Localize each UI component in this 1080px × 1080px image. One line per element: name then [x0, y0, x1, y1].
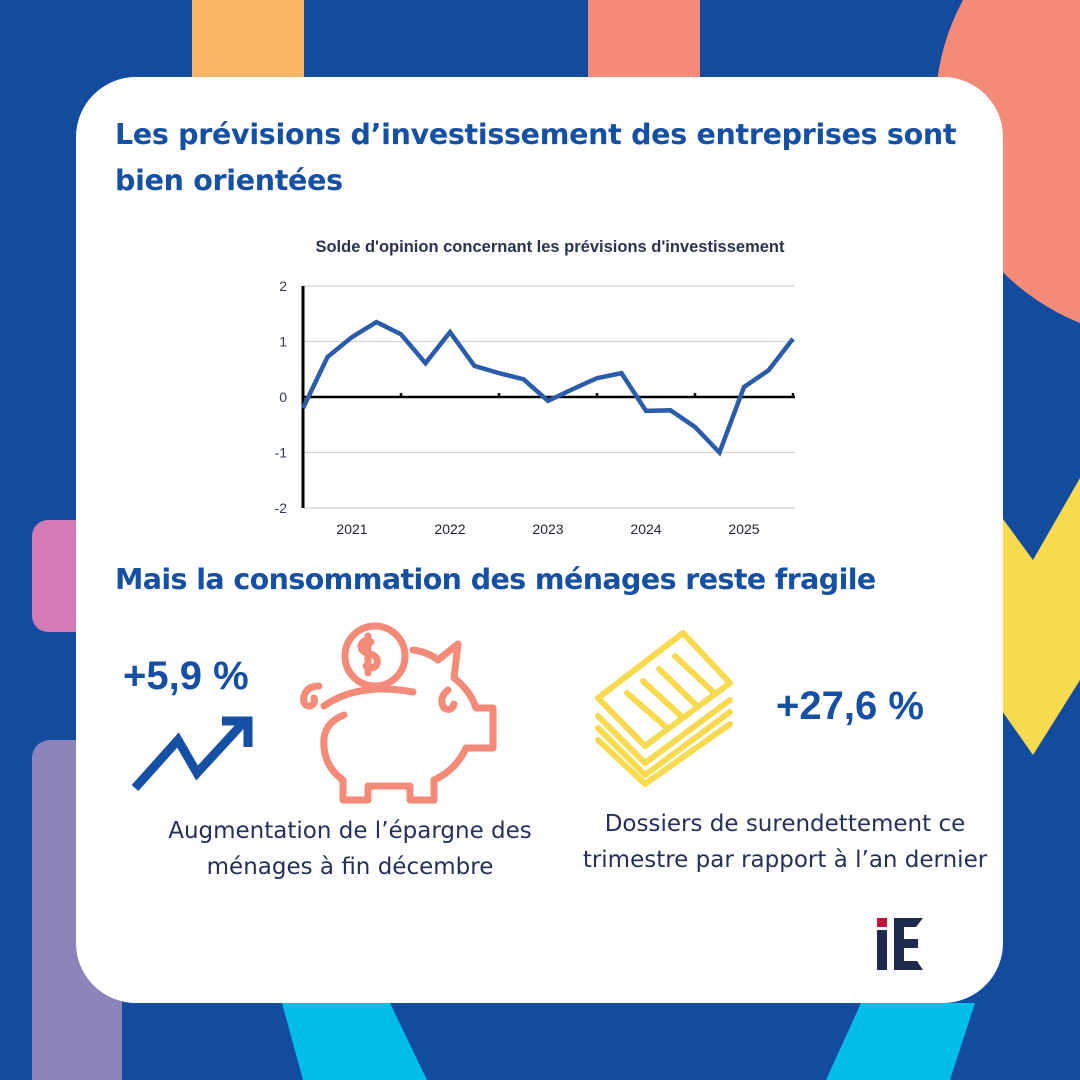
y-axis-labels: 2 1 0 -1 -2	[275, 278, 288, 516]
chart-grid	[303, 285, 795, 509]
ie-logo: iE	[874, 916, 926, 972]
document-stack-icon	[595, 630, 733, 787]
debt-stat-description: Dossiers de surendettement ce trimestre …	[582, 811, 988, 873]
content-card	[76, 77, 1003, 1003]
section-title: Mais la consommation des ménages reste f…	[115, 563, 876, 596]
y-tick-label: -2	[275, 500, 288, 516]
x-tick-label: 2025	[728, 521, 759, 537]
logo-text: iE	[874, 916, 875, 917]
chart-axes	[301, 286, 795, 508]
chart-title: Solde d'opinion concernant les prévision…	[315, 238, 785, 256]
x-tick-label: 2023	[532, 521, 563, 537]
logo-e	[894, 918, 923, 970]
trend-up-arrow-icon	[131, 716, 253, 792]
page-title: Les prévisions d’investissement des entr…	[115, 118, 957, 197]
savings-stat-description: Augmentation de l’épargne des ménages à …	[168, 818, 532, 880]
y-tick-label: -1	[275, 445, 288, 461]
savings-stat-value: +5,9 %	[123, 654, 249, 698]
salmon-circle	[935, 0, 1080, 323]
debt-stat-value: +27,6 %	[776, 684, 924, 728]
chart-series	[300, 319, 795, 457]
yellow-chevron	[1000, 478, 1080, 755]
investment-line-chart: 2 1 0 -1 -2 2021 2022 2023 2024 2025	[275, 278, 795, 537]
x-tick-label: 2022	[434, 521, 465, 537]
cyan-ring	[282, 1003, 975, 1080]
x-tick-label: 2024	[630, 521, 661, 537]
logo-i-dot	[877, 918, 887, 927]
y-tick-label: 0	[279, 389, 287, 405]
logo-i-stem	[877, 930, 887, 970]
x-tick-label: 2021	[336, 521, 367, 537]
piggy-bank-icon	[300, 622, 497, 804]
y-tick-label: 1	[279, 334, 287, 350]
y-tick-label: 2	[279, 278, 287, 294]
x-axis-labels: 2021 2022 2023 2024 2025	[336, 521, 759, 537]
